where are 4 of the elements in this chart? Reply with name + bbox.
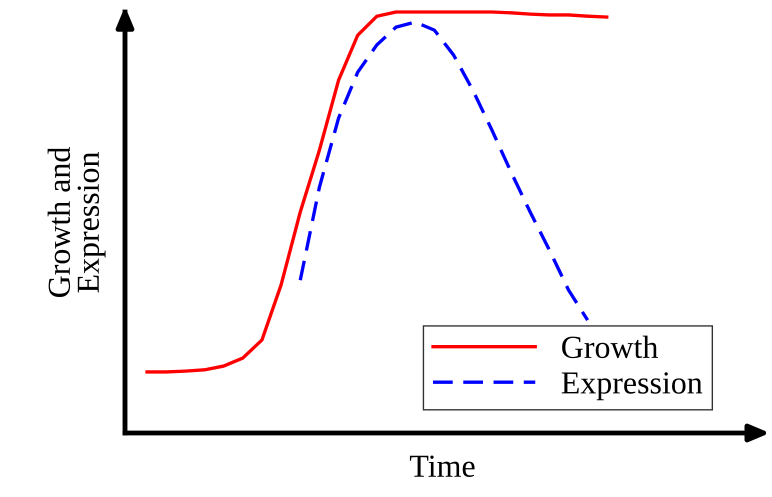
y-axis-title: Growth and Expression	[48, 147, 106, 298]
x-axis-title: Time	[410, 456, 475, 478]
legend-label: Growth	[562, 336, 658, 358]
legend-label: Expression	[562, 372, 702, 400]
